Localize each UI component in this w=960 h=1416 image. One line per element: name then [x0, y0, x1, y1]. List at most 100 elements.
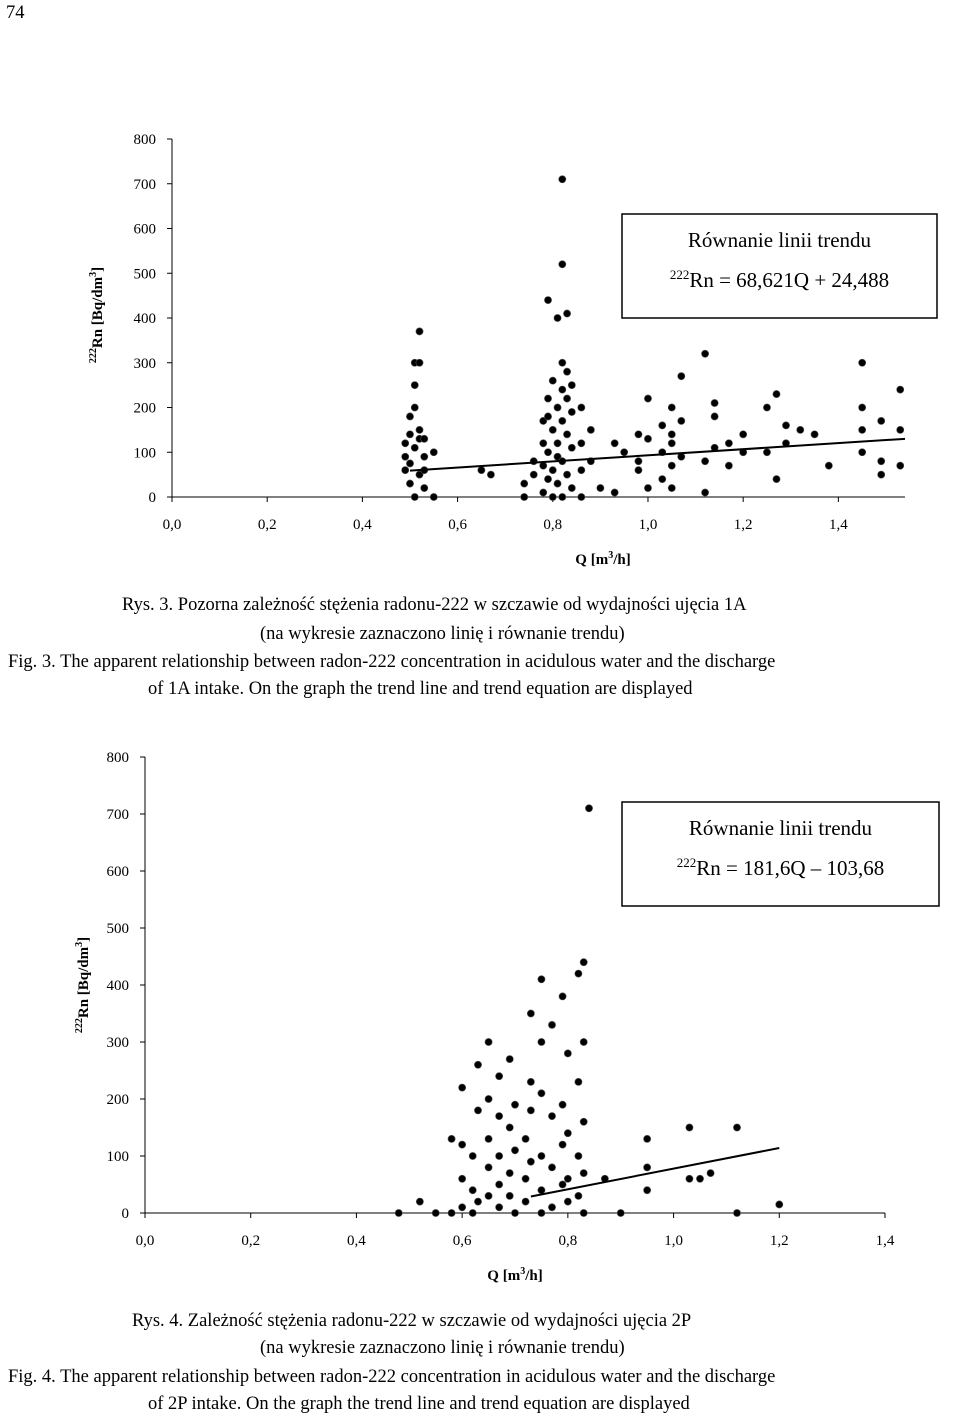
y-label-sup: 3	[74, 942, 85, 947]
data-point	[558, 260, 567, 269]
data-point	[772, 475, 781, 483]
x-tick-label: 0,8	[558, 1233, 577, 1249]
data-point	[521, 1174, 530, 1183]
data-point	[548, 1163, 556, 1172]
data-point	[539, 439, 548, 448]
equation-isotope: 222	[670, 267, 690, 282]
data-point	[558, 417, 567, 425]
data-point	[644, 484, 652, 492]
data-point	[596, 484, 605, 492]
data-point	[558, 1140, 567, 1149]
data-point	[406, 430, 414, 439]
y-tick-label: 300	[134, 356, 157, 372]
data-point	[677, 417, 686, 425]
data-point	[558, 992, 567, 1001]
data-point	[644, 394, 652, 403]
data-point	[563, 1197, 572, 1206]
y-tick-label: 600	[107, 864, 130, 880]
data-point	[537, 1152, 546, 1160]
data-point	[474, 1197, 482, 1206]
data-point	[401, 452, 410, 461]
data-point	[739, 430, 748, 439]
x-label-suffix: /h]	[612, 552, 631, 568]
data-point	[415, 470, 424, 479]
x-tick-label: 0,0	[163, 517, 182, 533]
data-point	[563, 1129, 572, 1138]
data-point	[644, 434, 652, 443]
x-tick-label: 1,0	[664, 1233, 683, 1249]
equation-title: Równanie linii trendu	[688, 228, 872, 252]
data-point	[458, 1083, 467, 1092]
caption-line: Fig. 4. The apparent relationship betwee…	[8, 1367, 775, 1387]
y-tick-label: 700	[107, 807, 130, 823]
data-point	[558, 358, 567, 367]
equation: 222Rn = 181,6Q – 103,68	[677, 855, 885, 880]
data-point	[701, 349, 709, 358]
data-point	[537, 975, 546, 984]
data-point	[431, 1209, 440, 1217]
data-point	[877, 457, 886, 466]
data-point	[579, 1117, 588, 1126]
data-point	[544, 448, 552, 457]
data-point	[544, 394, 552, 403]
data-point	[553, 314, 562, 322]
trend-line	[530, 1147, 780, 1198]
x-axis-label: Q [m3/h]	[487, 1266, 542, 1284]
data-point	[563, 367, 571, 376]
x-label-text: Q [m	[487, 1268, 520, 1284]
equation-box	[621, 801, 940, 907]
data-point	[511, 1146, 519, 1155]
data-point	[733, 1209, 741, 1217]
x-label-sup: 3	[520, 1266, 525, 1277]
data-point	[610, 488, 619, 497]
data-point	[896, 425, 905, 434]
y-tick-label: 200	[134, 401, 157, 417]
data-point	[701, 488, 709, 497]
data-point	[577, 403, 586, 412]
data-point	[406, 459, 414, 468]
data-point	[553, 479, 562, 488]
data-point	[577, 466, 586, 475]
data-point	[567, 484, 576, 492]
caption-line: (na wykresie zaznaczono linię i równanie…	[260, 1338, 625, 1358]
y-tick-label: 700	[134, 177, 157, 193]
data-point	[544, 475, 552, 483]
data-point	[667, 430, 676, 439]
data-point	[548, 1112, 556, 1120]
x-label-sup: 3	[608, 550, 613, 561]
data-point	[474, 1060, 482, 1069]
data-point	[782, 421, 790, 430]
page-number: 74	[6, 3, 25, 23]
data-point	[477, 466, 486, 475]
data-point	[586, 425, 595, 434]
data-point	[896, 461, 905, 470]
data-point	[858, 403, 867, 412]
x-tick-label: 0,6	[453, 1233, 472, 1249]
data-point	[447, 1135, 456, 1143]
data-point	[544, 412, 552, 421]
data-point	[505, 1169, 514, 1177]
data-point	[667, 439, 676, 448]
data-point	[724, 439, 733, 448]
data-point	[511, 1100, 519, 1109]
data-point	[810, 430, 819, 439]
y-tick-label: 800	[107, 750, 130, 766]
data-point	[420, 484, 429, 492]
data-point	[553, 439, 562, 448]
equation-isotope: 222	[677, 855, 697, 870]
data-point	[643, 1163, 652, 1172]
data-point	[567, 408, 576, 416]
data-point	[724, 461, 733, 470]
data-point	[487, 470, 495, 479]
data-point	[574, 1078, 583, 1086]
data-point	[796, 425, 805, 434]
y-tick-label: 100	[107, 1149, 130, 1165]
data-point	[563, 394, 571, 403]
data-point	[394, 1209, 403, 1217]
data-point	[563, 1049, 572, 1058]
data-point	[548, 425, 557, 434]
data-point	[484, 1135, 493, 1143]
data-point	[401, 466, 410, 475]
x-tick-label: 1,2	[770, 1233, 789, 1249]
data-point	[548, 1021, 556, 1029]
